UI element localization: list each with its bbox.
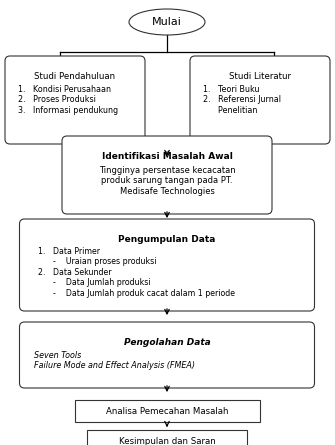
Text: Identifikasi Masalah Awal: Identifikasi Masalah Awal	[102, 152, 232, 161]
Text: 1.   Teori Buku
2.   Referensi Jurnal
      Penelitian: 1. Teori Buku 2. Referensi Jurnal Peneli…	[203, 85, 281, 115]
Text: 1.   Kondisi Perusahaan
2.   Proses Produksi
3.   Informasi pendukung: 1. Kondisi Perusahaan 2. Proses Produksi…	[18, 85, 118, 115]
Text: Mulai: Mulai	[152, 17, 182, 27]
FancyBboxPatch shape	[5, 56, 145, 144]
FancyBboxPatch shape	[19, 322, 315, 388]
FancyBboxPatch shape	[19, 219, 315, 311]
Text: Seven Tools
Failure Mode and Effect Analysis (FMEA): Seven Tools Failure Mode and Effect Anal…	[35, 351, 196, 370]
Text: Analisa Pemecahan Masalah: Analisa Pemecahan Masalah	[106, 406, 228, 416]
Bar	[87, 430, 247, 445]
FancyBboxPatch shape	[190, 56, 330, 144]
Text: 1.   Data Primer
      -    Uraian proses produksi
2.   Data Sekunder
      -   : 1. Data Primer - Uraian proses produksi …	[39, 247, 236, 298]
Bar	[74, 400, 260, 422]
Ellipse shape	[129, 9, 205, 35]
Text: Studi Pendahuluan: Studi Pendahuluan	[35, 72, 116, 81]
Text: Kesimpulan dan Saran: Kesimpulan dan Saran	[119, 437, 215, 445]
FancyBboxPatch shape	[62, 136, 272, 214]
Text: Pengolahan Data: Pengolahan Data	[124, 338, 210, 347]
Text: Studi Literatur: Studi Literatur	[229, 72, 291, 81]
Text: Tingginya persentase kecacatan
produk sarung tangan pada PT.
Medisafe Technologi: Tingginya persentase kecacatan produk sa…	[99, 166, 235, 196]
Text: Pengumpulan Data: Pengumpulan Data	[118, 235, 216, 244]
